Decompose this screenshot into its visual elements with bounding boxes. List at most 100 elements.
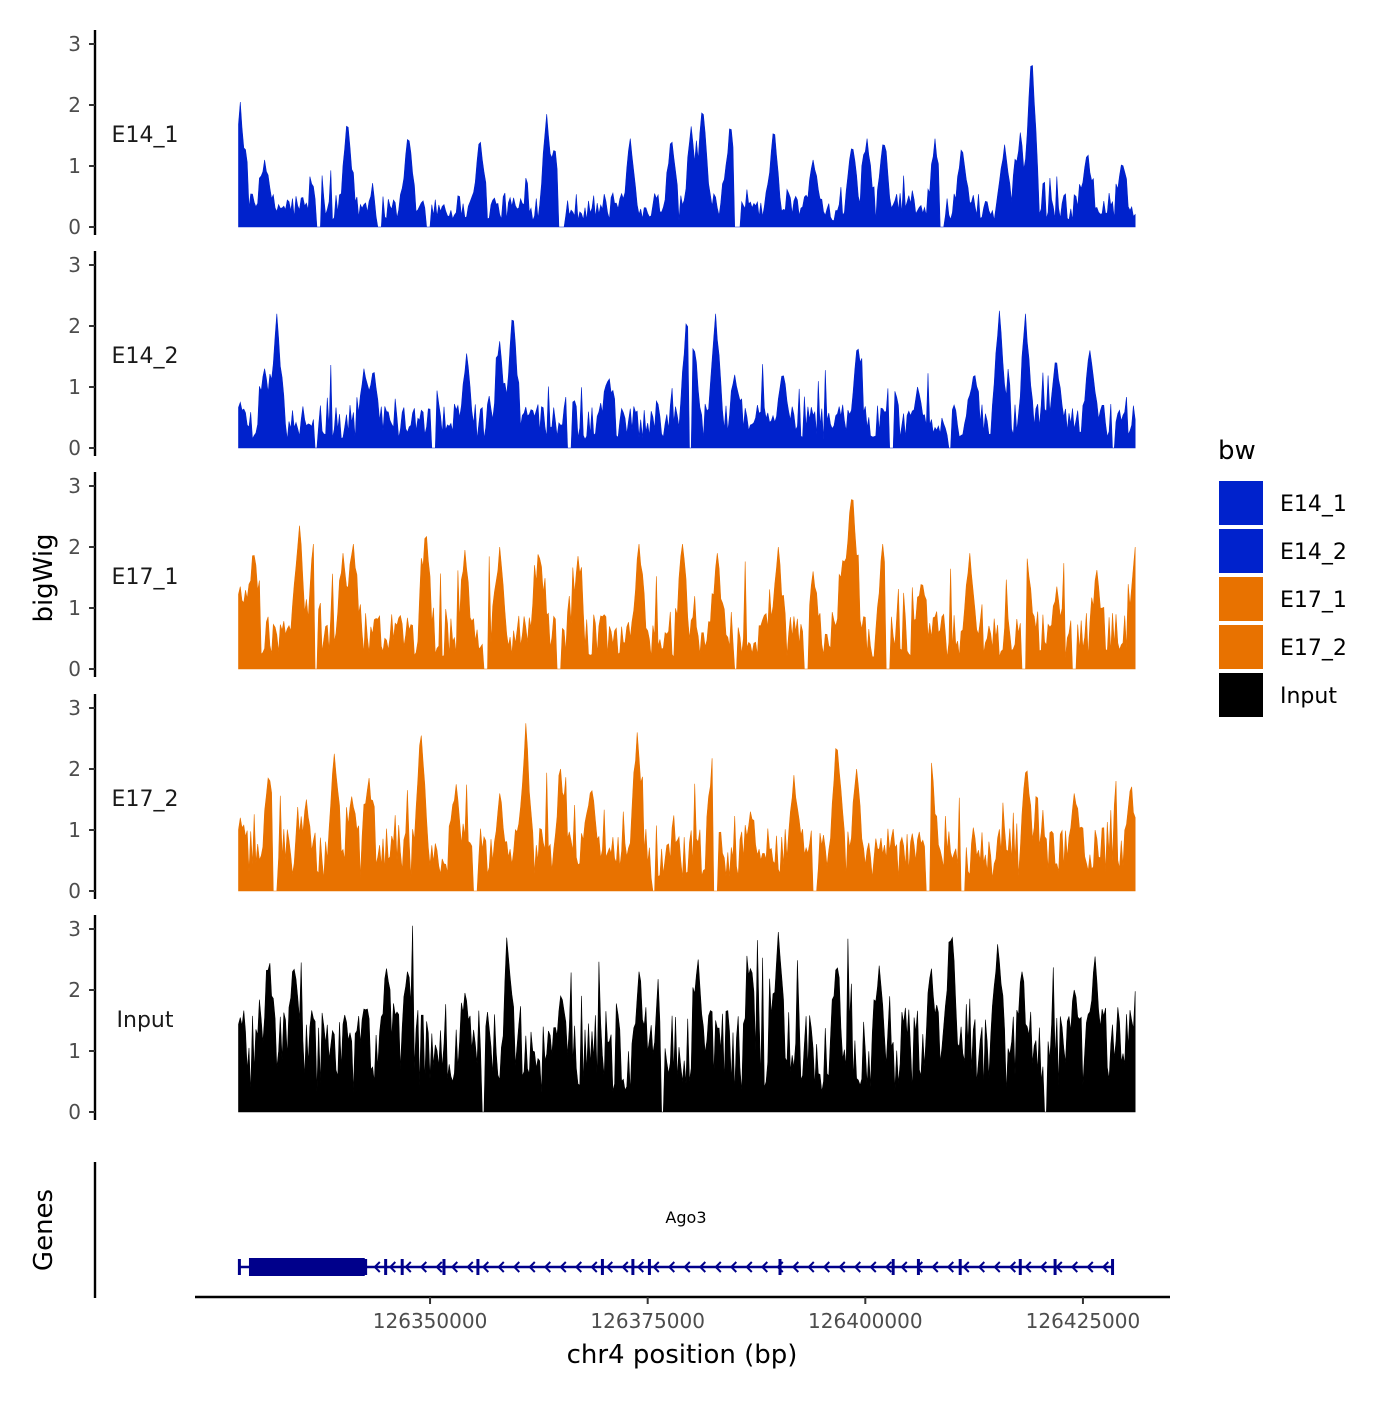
strand-arrow (977, 1261, 986, 1273)
strand-arrow (388, 1261, 397, 1273)
strand-arrow (900, 1261, 908, 1273)
strand-arrow (621, 1261, 629, 1273)
y-tick-label: 1 (68, 818, 81, 842)
strand-arrow (962, 1261, 970, 1273)
signal-area-E17_2 (238, 723, 1136, 892)
strand-arrow (497, 1261, 505, 1273)
strand-arrow (1101, 1261, 1110, 1273)
x-tick-label: 126375000 (590, 1309, 705, 1333)
strand-arrow (931, 1261, 939, 1273)
strand-arrow (683, 1261, 691, 1273)
legend-item-E17_1: E17_1 (1219, 577, 1347, 621)
y-tick-label: 0 (68, 1100, 81, 1124)
track-E17_2: 0 1 2 3 E17_2 (68, 694, 1136, 903)
x-tick-label: 126350000 (373, 1309, 488, 1333)
y-tick-label: 3 (68, 32, 81, 56)
y-axis-title: bigWig (29, 533, 59, 622)
strand-arrow (481, 1261, 490, 1273)
strand-arrow (605, 1261, 614, 1273)
signal-area-E14_1 (238, 65, 1136, 228)
strand-arrow (838, 1261, 846, 1273)
strand-arrow (714, 1261, 722, 1273)
strand-arrow (776, 1261, 784, 1273)
strand-arrow (574, 1261, 583, 1273)
strand-arrow (667, 1261, 676, 1273)
y-tick-label: 2 (68, 535, 81, 559)
strand-arrow (1055, 1261, 1063, 1273)
strand-arrow (528, 1261, 536, 1273)
strand-arrow (745, 1261, 753, 1273)
track-E17_1: 0 1 2 3 E17_1 (68, 472, 1136, 681)
signal-area-E14_2 (238, 310, 1136, 449)
legend-item-E17_2: E17_2 (1219, 625, 1347, 669)
strand-arrow (450, 1261, 459, 1273)
y-tick-label: 0 (68, 657, 81, 681)
legend-label: Input (1280, 684, 1337, 709)
legend-label: E17_2 (1280, 636, 1347, 661)
strand-arrow (373, 1261, 381, 1273)
strand-arrow (807, 1261, 815, 1273)
tracks-layer: 0 1 2 3 E14_1 0 1 2 3 E14_2 0 1 2 3 E17_1 0 1 2 3 E17_2 0 1 2 3… (68, 30, 1136, 1124)
track-label: E17_2 (112, 787, 179, 812)
strand-arrow (1086, 1261, 1094, 1273)
strand-arrow (869, 1261, 877, 1273)
strand-arrow (884, 1261, 893, 1273)
legend-label: E14_2 (1280, 540, 1347, 565)
y-tick-label: 3 (68, 253, 81, 277)
strand-arrow (435, 1261, 443, 1273)
y-tick-label: 0 (68, 879, 81, 903)
y-tick-label: 1 (68, 596, 81, 620)
legend-label: E14_1 (1280, 492, 1347, 517)
strand-arrow (590, 1261, 598, 1273)
strand-arrow (512, 1261, 521, 1273)
strand-arrow (1024, 1261, 1032, 1273)
strand-arrow (652, 1261, 660, 1273)
y-tick-label: 1 (68, 375, 81, 399)
strand-arrow (760, 1261, 769, 1273)
y-tick-label: 3 (68, 696, 81, 720)
x-axis-title: chr4 position (bp) (567, 1340, 798, 1370)
x-tick-label: 126400000 (808, 1309, 923, 1333)
track-label: E14_1 (112, 123, 179, 148)
track-Input: 0 1 2 3 Input (68, 915, 1136, 1124)
legend-item-E14_1: E14_1 (1219, 481, 1347, 525)
gene-thick-region (248, 1258, 365, 1276)
signal-area-Input (238, 925, 1136, 1113)
track-label: Input (117, 1008, 174, 1033)
track-label: E17_1 (112, 565, 179, 590)
y-tick-label: 3 (68, 474, 81, 498)
strand-arrow (993, 1261, 1001, 1273)
strand-arrow (853, 1261, 862, 1273)
legend-item-E14_2: E14_2 (1219, 529, 1347, 573)
legend-swatch (1219, 577, 1263, 621)
strand-arrow (946, 1261, 955, 1273)
track-E14_1: 0 1 2 3 E14_1 (68, 30, 1136, 239)
track-label: E14_2 (112, 344, 179, 369)
legend-title: bw (1218, 436, 1256, 466)
y-tick-label: 0 (68, 215, 81, 239)
strand-arrow (1070, 1261, 1079, 1273)
track-E14_2: 0 1 2 3 E14_2 (68, 251, 1136, 460)
legend-swatch (1219, 625, 1263, 669)
legend-swatch (1219, 673, 1263, 717)
legend-label: E17_1 (1280, 588, 1347, 613)
strand-arrow (466, 1261, 474, 1273)
strand-arrow (419, 1261, 428, 1273)
y-tick-label: 2 (68, 757, 81, 781)
y-tick-label: 1 (68, 1039, 81, 1063)
strand-arrow (1039, 1261, 1048, 1273)
x-tick-label: 126425000 (1026, 1309, 1141, 1333)
legend-swatch (1219, 481, 1263, 525)
strand-arrow (791, 1261, 800, 1273)
y-tick-label: 3 (68, 917, 81, 941)
legend-item-Input: Input (1219, 673, 1337, 717)
strand-arrow (698, 1261, 707, 1273)
legend: bw E14_1 E14_2 E17_1 E17_2 Input (1218, 436, 1347, 717)
strand-arrow (729, 1261, 738, 1273)
strand-arrow (559, 1261, 567, 1273)
strand-arrow (822, 1261, 831, 1273)
strand-arrow (1008, 1261, 1017, 1273)
y-tick-label: 0 (68, 436, 81, 460)
genes-layer: Ago3 (93, 1162, 1115, 1298)
strand-arrow (404, 1261, 412, 1273)
